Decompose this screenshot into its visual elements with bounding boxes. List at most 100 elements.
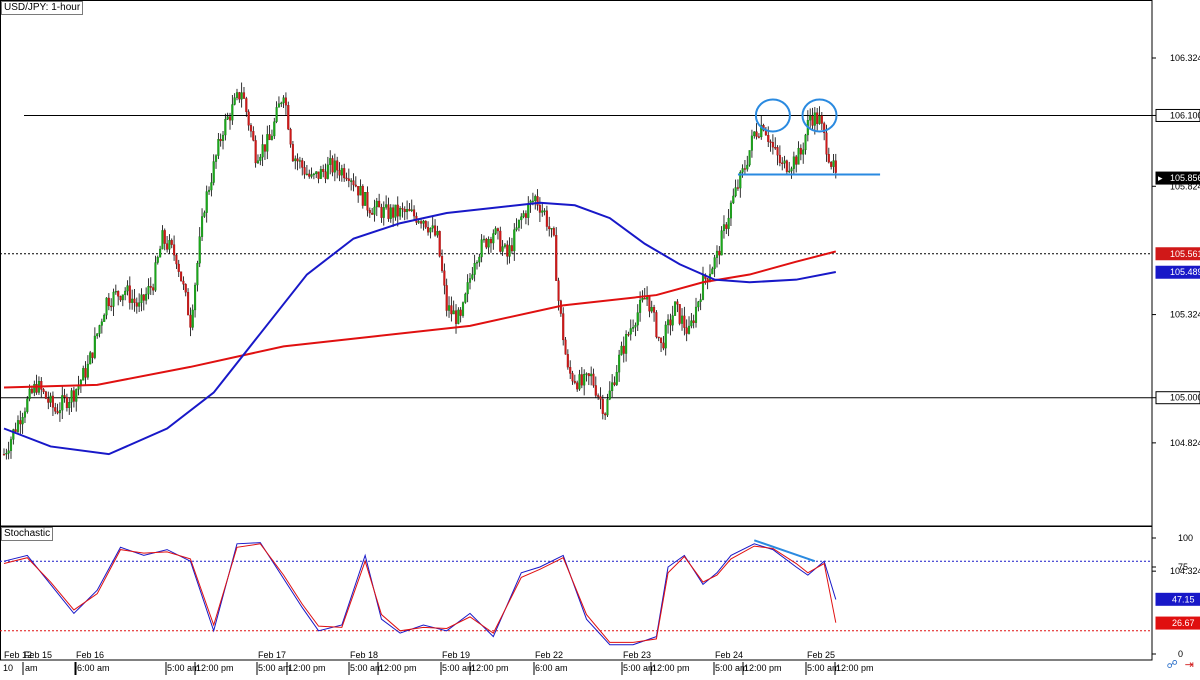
candle-down	[42, 389, 45, 392]
candle-up	[578, 374, 581, 390]
candle-down	[30, 388, 34, 393]
candle-down	[459, 309, 462, 316]
price-badge	[1155, 108, 1200, 122]
main-chart-title: USD/JPY: 1-hour	[1, 1, 84, 15]
candle-up	[277, 103, 280, 108]
candle-up	[471, 274, 474, 279]
candle-down	[2, 454, 6, 456]
candle-down	[433, 225, 437, 236]
candle-up	[217, 139, 220, 156]
candle-down	[827, 154, 830, 163]
candle-down	[242, 92, 246, 99]
candle-down	[795, 156, 798, 165]
candle-up	[86, 363, 89, 378]
candle-up	[503, 244, 506, 247]
candle-down	[47, 398, 50, 403]
stochastic-y-tick-label: 100	[1178, 533, 1193, 543]
candle-up	[121, 294, 124, 301]
candle-down	[489, 239, 493, 244]
candle-up	[487, 239, 490, 248]
candle-down	[366, 191, 369, 211]
x-axis-label: 12:00 pm	[379, 663, 417, 673]
arrow-right-icon[interactable]: ⇥	[1184, 659, 1194, 671]
price-badge-label: 105.856	[1170, 173, 1200, 183]
candle-up	[464, 293, 467, 303]
y-tick-label: 104.324	[1170, 566, 1200, 576]
candle-up	[508, 245, 511, 257]
candle-down	[128, 285, 131, 303]
candle-down	[771, 141, 774, 148]
candle-up	[389, 207, 392, 219]
candle-down	[587, 373, 590, 377]
candle-down	[499, 230, 502, 252]
candle-down	[357, 186, 360, 196]
candle-up	[138, 302, 141, 307]
candle-up	[373, 206, 376, 215]
candle-down	[816, 112, 819, 124]
candle-up	[534, 196, 537, 202]
candle-down	[830, 162, 833, 167]
candle-up	[517, 219, 520, 228]
candle-up	[240, 92, 243, 100]
candle-up	[145, 293, 148, 301]
candle-up	[140, 294, 143, 303]
candle-down	[107, 297, 110, 307]
candle-down	[445, 285, 448, 311]
candle-down	[252, 131, 255, 141]
candle-up	[513, 229, 516, 252]
candle-up	[382, 207, 385, 218]
x-axis-label: 12:00 pm	[744, 663, 782, 673]
candle-down	[284, 97, 287, 106]
candle-up	[639, 299, 642, 313]
top-marker-circle	[754, 98, 791, 133]
candle-down	[170, 240, 173, 245]
candle-down	[19, 420, 22, 425]
candle-up	[461, 302, 465, 316]
candle-up	[364, 191, 367, 206]
candle-up	[671, 315, 674, 326]
candle-up	[103, 314, 106, 322]
candle-up	[124, 290, 127, 295]
stochastic-y-tick-label: 75	[1178, 562, 1188, 572]
candle-up	[21, 417, 24, 425]
candle-down	[424, 220, 427, 228]
candle-up	[473, 263, 476, 275]
link-icon[interactable]: ☍	[1166, 659, 1178, 671]
candle-up	[212, 161, 215, 183]
candle-up	[720, 230, 723, 256]
candle-up	[159, 248, 162, 258]
candle-down	[117, 291, 120, 297]
candle-down	[660, 337, 663, 344]
x-axis-label: Feb 25	[807, 650, 835, 660]
candle-down	[303, 167, 306, 175]
candle-up	[583, 374, 586, 386]
candle-up	[722, 224, 726, 231]
candle-down	[347, 178, 350, 181]
candle-down	[597, 395, 600, 397]
candle-up	[543, 210, 546, 212]
stochastic-y-tick-label: 0	[1178, 649, 1183, 659]
candle-up	[226, 116, 229, 120]
candle-up	[100, 321, 103, 326]
y-tick-label: 104.824	[1170, 438, 1200, 448]
price-badge	[1155, 391, 1200, 405]
candle-down	[678, 304, 681, 324]
stochastic-title: Stochastic	[1, 527, 54, 541]
candle-down	[135, 302, 138, 307]
candle-up	[312, 173, 315, 176]
candle-up	[280, 102, 283, 105]
candle-down	[622, 345, 625, 354]
candle-up	[266, 134, 269, 152]
candle-down	[769, 141, 772, 143]
candle-down	[289, 129, 292, 145]
candle-up	[629, 328, 632, 335]
candle-down	[440, 256, 444, 271]
candle-up	[687, 325, 691, 334]
x-axis-label: 5:00 am	[623, 663, 656, 673]
price-badge-label: 106.100	[1170, 110, 1200, 120]
x-axis-label: 5:00 am	[715, 663, 748, 673]
candle-up	[501, 246, 504, 252]
candle-down	[834, 160, 837, 173]
candle-up	[282, 97, 285, 104]
candle-up	[394, 204, 397, 218]
